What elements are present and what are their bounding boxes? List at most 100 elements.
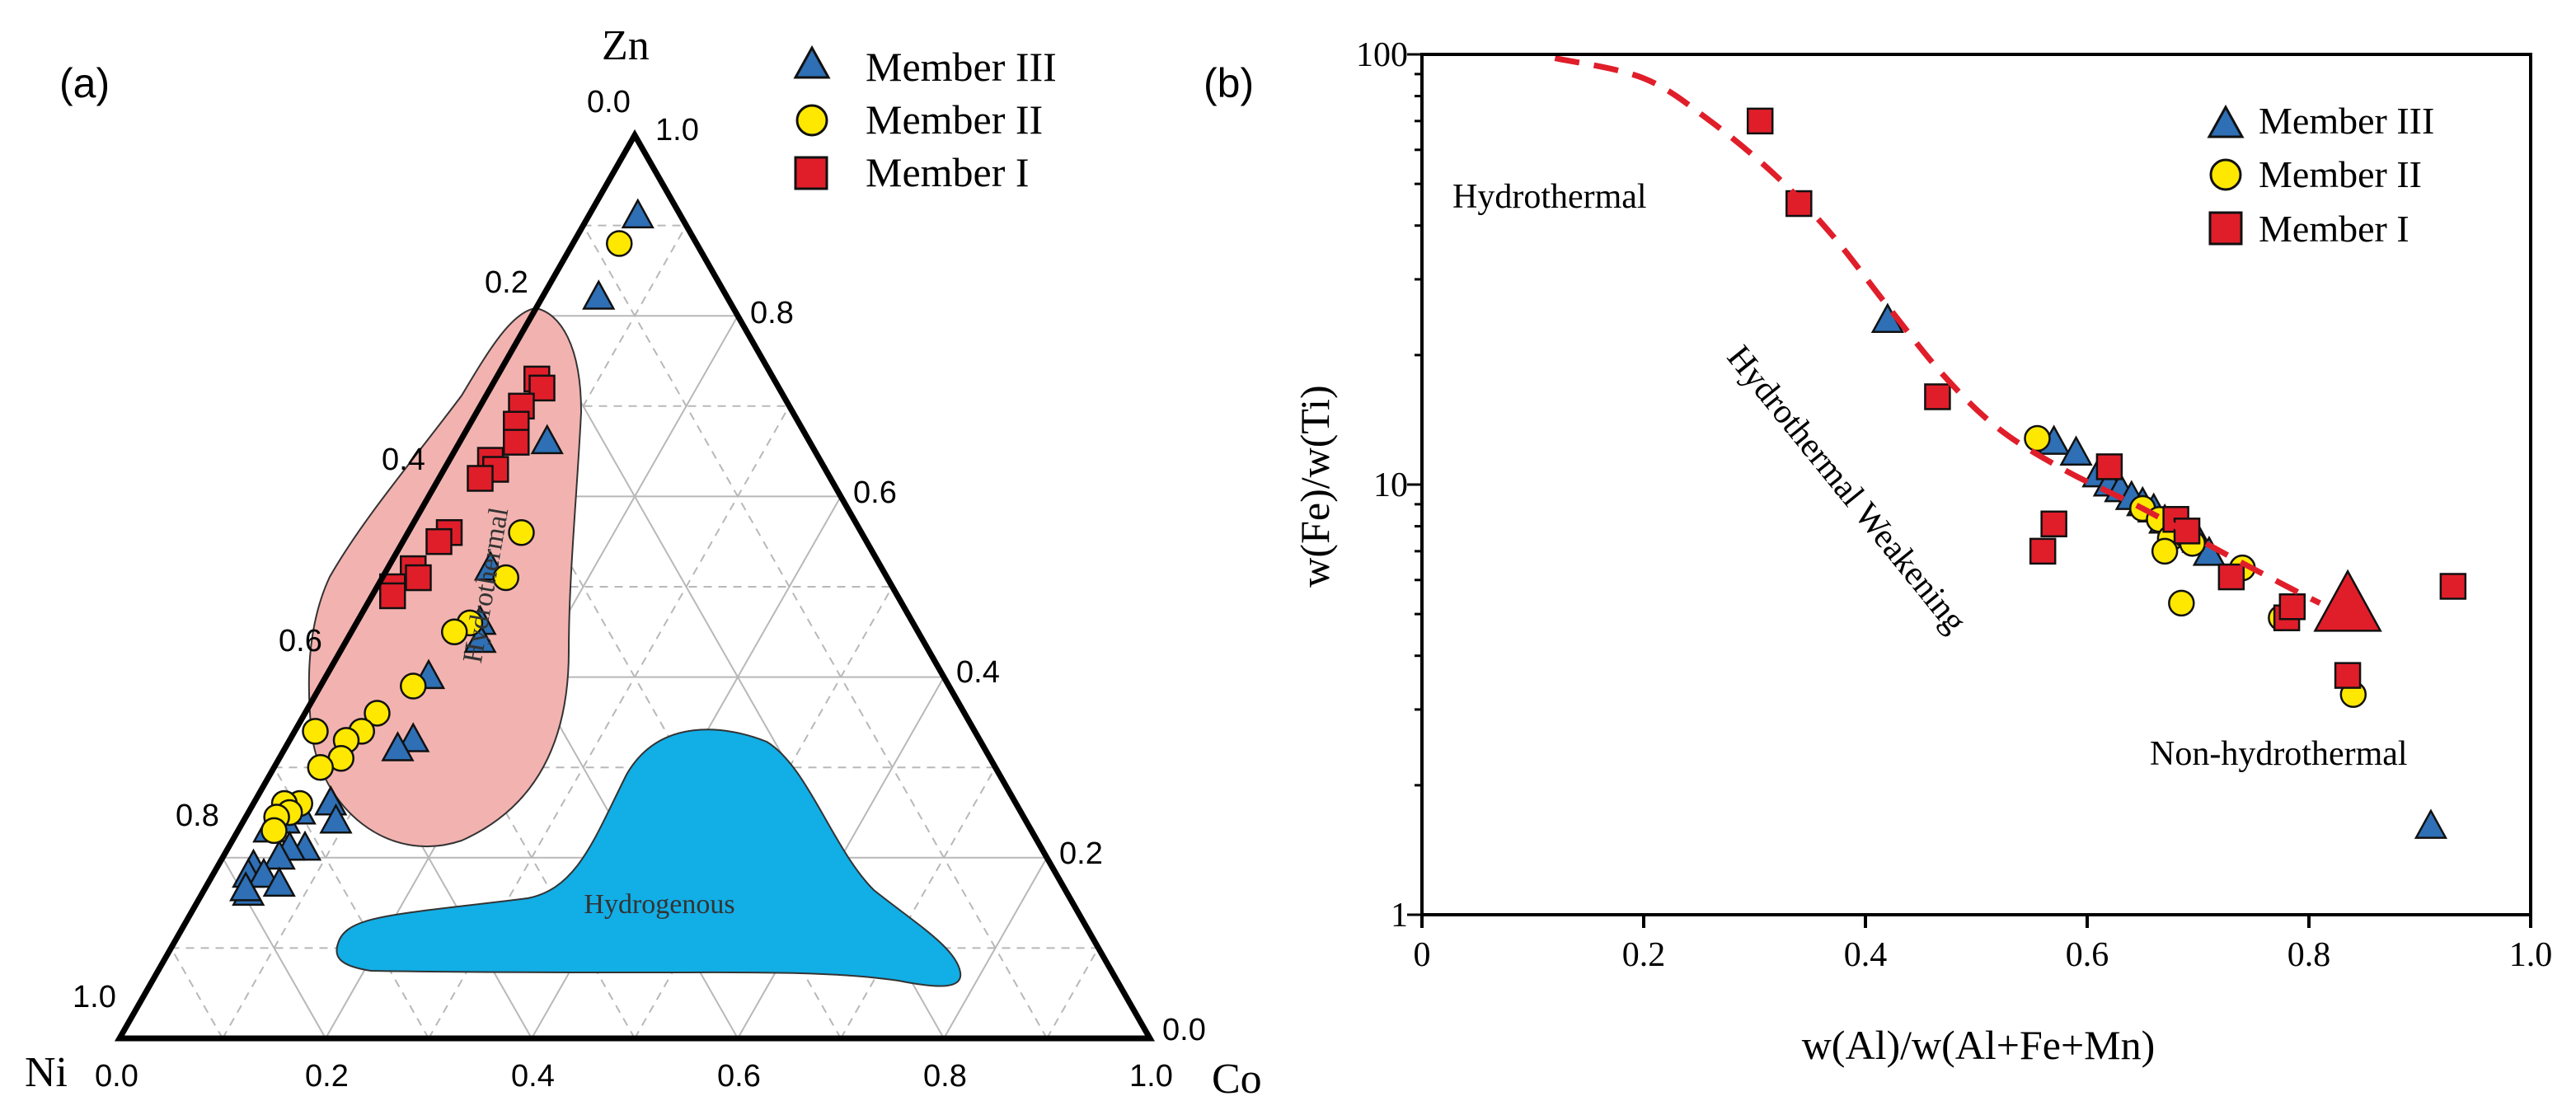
ternary-point-member-ii	[400, 672, 427, 700]
scatter-point-member-i	[2217, 563, 2245, 591]
legend-b-marker-member-i	[2208, 211, 2243, 246]
ternary-gridline	[582, 225, 1048, 1039]
bottom-tick-1.0: 1.0	[1129, 1059, 1173, 1094]
x-tick-label-0.2: 0.2	[1622, 936, 1666, 974]
x-tick-label-0: 0	[1414, 936, 1431, 974]
legend-marker-member-iii	[793, 45, 831, 79]
bottom-tick-0.4: 0.4	[511, 1059, 555, 1094]
scatter-point-member-i	[1924, 383, 1951, 410]
vertex-label-ni: Ni	[25, 1049, 68, 1096]
annotation-non-hydrothermal: Non-hydrothermal	[2150, 735, 2408, 773]
ternary-point-member-iii	[530, 424, 564, 455]
scatter-point-member-ii	[2024, 424, 2051, 452]
right-tick-0.0: 0.0	[1162, 1013, 1206, 1047]
panel-b-label: (b)	[1204, 60, 1254, 106]
bottom-tick-0.8: 0.8	[923, 1059, 967, 1094]
ternary-point-member-ii	[508, 518, 535, 546]
ternary-point-member-ii	[441, 618, 468, 646]
x-tick-label-1.0: 1.0	[2509, 936, 2553, 974]
right-tick-0.4: 0.4	[956, 655, 1000, 690]
ternary-point-member-ii	[260, 817, 288, 845]
ternary-point-member-ii	[606, 230, 633, 257]
y-axis-label: w(Fe)/w(Ti)	[1292, 385, 1338, 587]
left-tick-0.6: 0.6	[279, 624, 322, 658]
ternary-gridline	[943, 857, 1048, 1039]
scatter-point-member-i	[2278, 593, 2306, 621]
y-tick-label-1: 1	[1391, 897, 1408, 935]
hydrogenous-field	[335, 728, 962, 987]
scatter-point-member-i	[1746, 107, 1774, 135]
ternary-point-member-iii	[229, 871, 263, 902]
field-label-hydrogenous: Hydrogenous	[584, 889, 734, 920]
ternary-point-member-iii	[319, 803, 353, 834]
legend-b-label-member-ii: Member II	[2259, 153, 2422, 195]
ternary-point-member-i	[405, 564, 432, 592]
ternary-point-member-i	[379, 582, 406, 610]
legend-label-member-ii: Member II	[866, 96, 1043, 143]
scatter-point-member-iii	[2414, 808, 2448, 839]
top-tick-0: 0.0	[587, 85, 631, 119]
vertex-label-zn: Zn	[602, 22, 650, 69]
ternary-point-member-iii	[582, 279, 616, 310]
legend-label-member-iii: Member III	[866, 44, 1057, 90]
legend-marker-member-ii	[795, 104, 828, 137]
scatter-point-member-i	[2029, 537, 2057, 565]
ternary-point-member-i	[467, 465, 494, 492]
panel-a-label: (a)	[59, 60, 110, 106]
scatter-points	[1746, 107, 2467, 839]
ternary-point-member-iii	[246, 857, 281, 888]
scatter-panel: (b) Hydrothermal Hydrothermal Weakening …	[1204, 36, 2552, 1068]
ternary-point-member-ii	[302, 718, 329, 745]
vertex-label-co: Co	[1212, 1056, 1262, 1103]
ternary-gridline	[1046, 947, 1100, 1039]
ternary-point-member-i	[425, 527, 453, 555]
bottom-tick-0.0: 0.0	[95, 1059, 138, 1094]
ternary-point-member-iii	[463, 622, 497, 654]
hydrothermal-trend-curve	[1554, 55, 2322, 607]
x-axis-label: w(Al)/w(Al+Fe+Mn)	[1802, 1022, 2156, 1068]
reference-large-triangle	[2313, 569, 2382, 632]
ternary-point-member-ii	[492, 564, 519, 592]
top-tick-1: 1.0	[655, 113, 699, 148]
ternary-gridline	[170, 947, 223, 1039]
ternary-point-member-iii	[262, 866, 296, 897]
right-tick-0.2: 0.2	[1059, 836, 1103, 871]
left-tick-0.4: 0.4	[382, 443, 425, 477]
ternary-legend: Member III Member II Member I	[793, 44, 1057, 195]
legend-marker-member-i	[794, 156, 828, 190]
x-tick-label-0.6: 0.6	[2066, 936, 2109, 974]
legend-b-label-member-iii: Member III	[2259, 100, 2434, 142]
axes-ticks	[1407, 53, 2532, 928]
ternary-point-member-ii	[307, 753, 334, 781]
right-tick-0.6: 0.6	[853, 476, 897, 510]
x-tick-label-0.4: 0.4	[1844, 936, 1888, 974]
scatter-point-member-i	[2334, 662, 2362, 689]
scatter-point-member-iii	[2059, 435, 2093, 466]
ternary-point-member-iii	[381, 731, 415, 761]
left-tick-1.0: 1.0	[73, 980, 116, 1014]
annotation-hydrothermal: Hydrothermal	[1452, 178, 1647, 216]
scatter-point-member-ii	[2168, 589, 2195, 617]
scatter-legend: Member III Member II Member I	[2207, 100, 2434, 250]
y-tick-label-10: 10	[1373, 466, 1408, 504]
ternary-point-member-i	[528, 374, 556, 402]
scatter-point-member-i	[2040, 510, 2067, 538]
y-tick-label-100: 100	[1356, 36, 1408, 74]
legend-b-label-member-i: Member I	[2259, 208, 2409, 250]
ternary-point-member-iii	[621, 198, 655, 229]
bottom-tick-0.2: 0.2	[305, 1059, 349, 1094]
ternary-point-member-i	[503, 429, 530, 456]
legend-label-member-i: Member I	[866, 149, 1030, 195]
scatter-point-member-i	[2439, 573, 2467, 600]
scatter-point-member-ii	[2151, 537, 2179, 565]
ternary-gridline	[840, 766, 997, 1039]
ternary-point-member-ii	[364, 700, 391, 727]
ternary-points	[229, 198, 655, 907]
legend-b-marker-member-ii	[2209, 158, 2242, 191]
ternary-panel: (a) Hydrothermal Hydrogenous Zn Ni Co 0.…	[25, 22, 1262, 1103]
legend-b-marker-member-iii	[2207, 104, 2245, 138]
scatter-point-member-i	[2095, 453, 2123, 480]
bottom-tick-0.6: 0.6	[717, 1059, 761, 1094]
left-tick-0.8: 0.8	[176, 799, 219, 833]
